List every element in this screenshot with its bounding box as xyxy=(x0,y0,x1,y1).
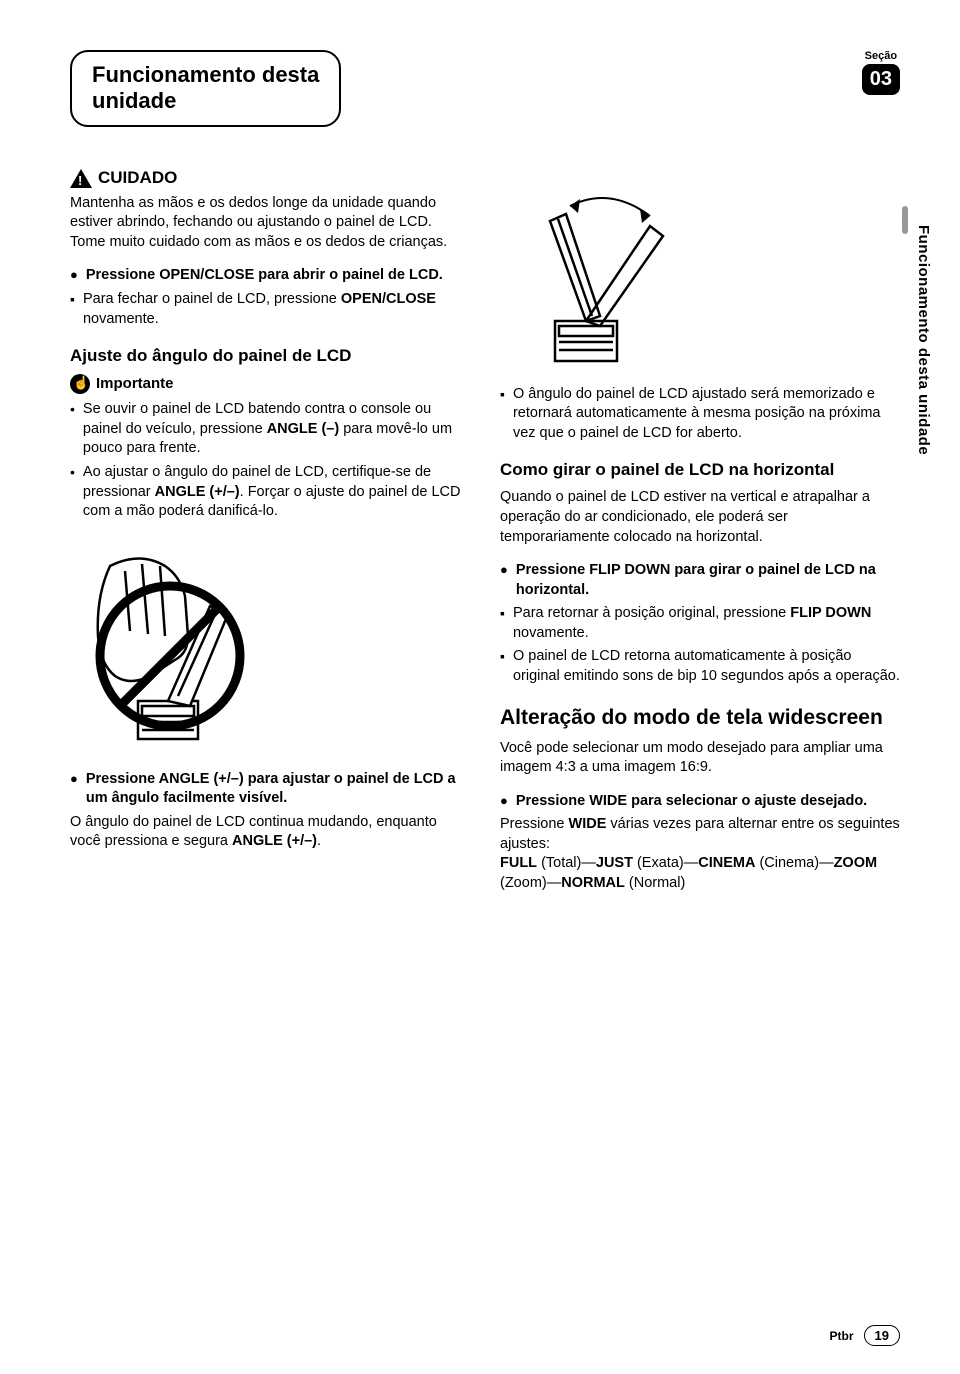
open-close-note: Para fechar o painel de LCD, pressione O… xyxy=(70,290,470,329)
title-line-1: Funcionamento desta xyxy=(92,62,319,88)
footer-language: Ptbr xyxy=(830,1329,854,1343)
adjust-angle-heading: Ajuste do ângulo do painel de LCD xyxy=(70,345,470,368)
caution-text: Mantenha as mãos e os dedos longe da uni… xyxy=(70,194,470,253)
title-line-2: unidade xyxy=(92,88,319,114)
footer-page-number: 19 xyxy=(864,1325,900,1346)
wide-modes: FULL (Total)—JUST (Exata)—CINEMA (Cinema… xyxy=(500,854,900,893)
memo-note: O ângulo do painel de LCD ajustado será … xyxy=(500,385,900,444)
flip-down-step: Pressione FLIP DOWN para girar o painel … xyxy=(500,561,900,600)
section-box: Seção 03 xyxy=(862,50,900,95)
important-bullet-2: Ao ajustar o ângulo do painel de LCD, ce… xyxy=(70,463,470,522)
important-icon xyxy=(70,374,90,394)
open-close-step-text: Pressione OPEN/CLOSE para abrir o painel… xyxy=(86,266,443,286)
flip-note-1: Para retornar à posição original, pressi… xyxy=(500,604,900,643)
angle-note: O ângulo do painel de LCD continua mudan… xyxy=(70,813,470,852)
warning-icon xyxy=(70,169,92,188)
title-box: Funcionamento desta unidade xyxy=(70,50,341,127)
page-footer: Ptbr 19 xyxy=(830,1325,900,1346)
widescreen-heading: Alteração do modo de tela widescreen xyxy=(500,706,900,730)
page-header: Funcionamento desta unidade Seção 03 xyxy=(70,50,900,127)
figure-do-not-push xyxy=(70,536,470,756)
section-label: Seção xyxy=(862,50,900,62)
caution-header: CUIDADO xyxy=(70,167,470,190)
caution-title: CUIDADO xyxy=(98,167,177,190)
angle-step-text: Pressione ANGLE (+/–) para ajustar o pai… xyxy=(86,770,470,809)
open-close-step: Pressione OPEN/CLOSE para abrir o painel… xyxy=(70,266,470,286)
figure-angle-range xyxy=(500,181,900,371)
important-header: Importante xyxy=(70,374,470,394)
side-tab-marker xyxy=(902,206,908,234)
wide-step: Pressione WIDE para selecionar o ajuste … xyxy=(500,792,900,812)
angle-step: Pressione ANGLE (+/–) para ajustar o pai… xyxy=(70,770,470,809)
section-number: 03 xyxy=(862,64,900,95)
flip-note-2: O painel de LCD retorna automaticamente … xyxy=(500,647,900,686)
side-tab-label: Funcionamento desta unidade xyxy=(915,225,932,455)
right-column: O ângulo do painel de LCD ajustado será … xyxy=(500,167,900,894)
horizontal-text: Quando o painel de LCD estiver na vertic… xyxy=(500,488,900,547)
widescreen-text: Você pode selecionar um modo desejado pa… xyxy=(500,739,900,778)
important-title: Importante xyxy=(96,374,174,394)
horizontal-heading: Como girar o painel de LCD na horizontal xyxy=(500,459,900,482)
left-column: CUIDADO Mantenha as mãos e os dedos long… xyxy=(70,167,470,894)
important-bullet-1: Se ouvir o painel de LCD batendo contra … xyxy=(70,400,470,459)
open-close-note-text: Para fechar o painel de LCD, pressione O… xyxy=(83,290,470,329)
content-columns: CUIDADO Mantenha as mãos e os dedos long… xyxy=(70,167,900,894)
wide-note: Pressione WIDE várias vezes para alterna… xyxy=(500,815,900,854)
